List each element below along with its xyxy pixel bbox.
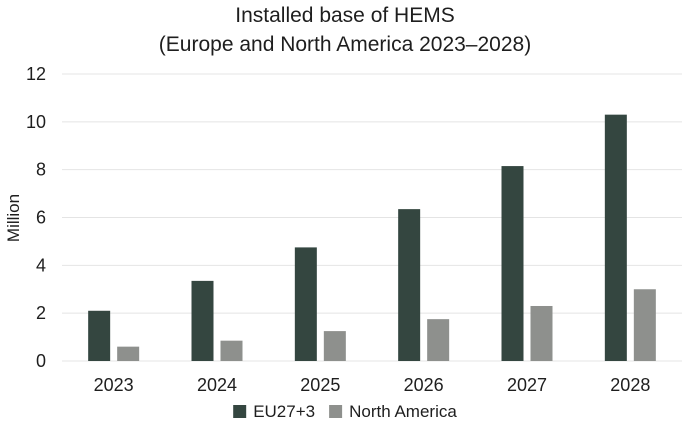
legend-swatch — [329, 405, 343, 418]
bar-eu27-3-2024 — [191, 280, 214, 361]
legend-item: North America — [329, 402, 457, 421]
x-tick-label: 2028 — [610, 375, 650, 395]
x-tick-label: 2027 — [507, 375, 547, 395]
y-tick-label: 10 — [26, 112, 46, 132]
bar-eu27-3-2025 — [294, 247, 317, 361]
bar-eu27-3-2023 — [88, 310, 111, 361]
bar-north-america-2025 — [323, 331, 346, 361]
legend: EU27+3 North America — [233, 402, 457, 421]
legend-label: North America — [349, 402, 457, 421]
bar-north-america-2027 — [530, 305, 553, 361]
bar-eu27-3-2026 — [398, 209, 421, 361]
x-tick-label: 2025 — [300, 375, 340, 395]
y-tick-label: 0 — [36, 351, 46, 371]
chart-title: Installed base of HEMS — [235, 4, 454, 27]
bar-north-america-2026 — [427, 319, 450, 361]
bar-north-america-2023 — [117, 346, 140, 361]
y-axis-label: Million — [4, 194, 23, 242]
legend-item: EU27+3 — [233, 402, 315, 421]
y-tick-label: 6 — [36, 208, 46, 228]
y-tick-label: 2 — [36, 303, 46, 323]
grid — [62, 73, 682, 362]
x-tick-label: 2023 — [94, 375, 134, 395]
y-axis-ticks: 0 2 4 6 8 10 12 — [26, 64, 46, 371]
x-tick-label: 2026 — [404, 375, 444, 395]
y-tick-label: 12 — [26, 64, 46, 84]
bar-north-america-2028 — [633, 289, 656, 361]
bar-eu27-3-2027 — [501, 166, 524, 361]
bars — [88, 114, 656, 362]
chart-subtitle: (Europe and North America 2023–2028) — [159, 33, 531, 56]
legend-label: EU27+3 — [253, 402, 315, 421]
x-tick-label: 2024 — [197, 375, 237, 395]
y-tick-label: 4 — [36, 255, 46, 275]
bar-north-america-2024 — [220, 340, 243, 361]
bar-eu27-3-2028 — [604, 114, 627, 362]
y-tick-label: 8 — [36, 160, 46, 180]
legend-swatch — [233, 405, 247, 418]
x-axis-ticks: 2023 2024 2025 2026 2027 2028 — [94, 375, 651, 395]
